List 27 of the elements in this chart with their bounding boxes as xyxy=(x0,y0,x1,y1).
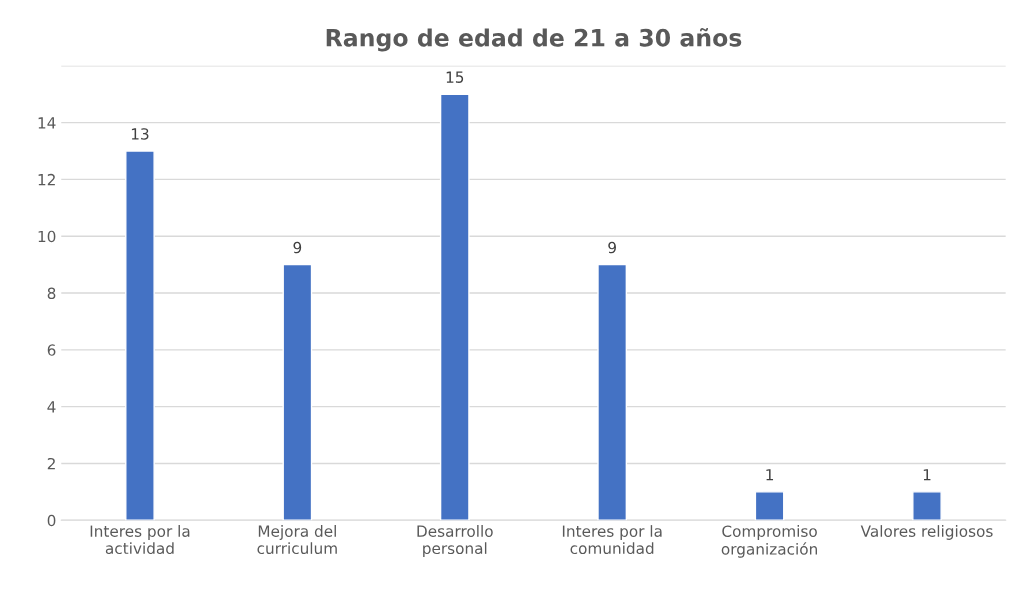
y-tick-label: 2 xyxy=(47,457,55,470)
x-tick-label: Interes por la comunidad xyxy=(562,525,662,555)
y-tick-label: 10 xyxy=(38,230,56,243)
x-tick-label: Compromiso organización xyxy=(721,525,817,558)
chart-title: Rango de edad de 21 a 30 años xyxy=(326,27,742,52)
bar xyxy=(282,263,313,521)
data-label: 9 xyxy=(293,241,302,254)
y-tick-label: 6 xyxy=(47,344,56,356)
data-label: 1 xyxy=(766,469,774,481)
bar xyxy=(125,150,155,521)
data-label: 9 xyxy=(608,241,616,254)
y-tick-label: 0 xyxy=(47,514,56,527)
x-tick-label: Valores religiosos xyxy=(860,525,993,540)
y-tick-label: 4 xyxy=(47,401,56,413)
x-tick-label: Mejora del curriculum xyxy=(257,525,337,555)
x-tick-label: Desarrollo personal xyxy=(417,525,493,558)
x-tick-label: Interes por la actividad xyxy=(90,525,190,555)
data-label: 15 xyxy=(446,71,464,83)
data-label: 13 xyxy=(131,128,149,140)
y-tick-label: 14 xyxy=(38,117,56,129)
bar xyxy=(912,491,942,521)
data-label: 1 xyxy=(923,469,931,481)
bar xyxy=(597,263,628,521)
y-tick-label: 8 xyxy=(47,287,56,300)
y-tick-label: 12 xyxy=(38,173,55,186)
bar xyxy=(439,93,470,521)
bar xyxy=(754,491,785,521)
